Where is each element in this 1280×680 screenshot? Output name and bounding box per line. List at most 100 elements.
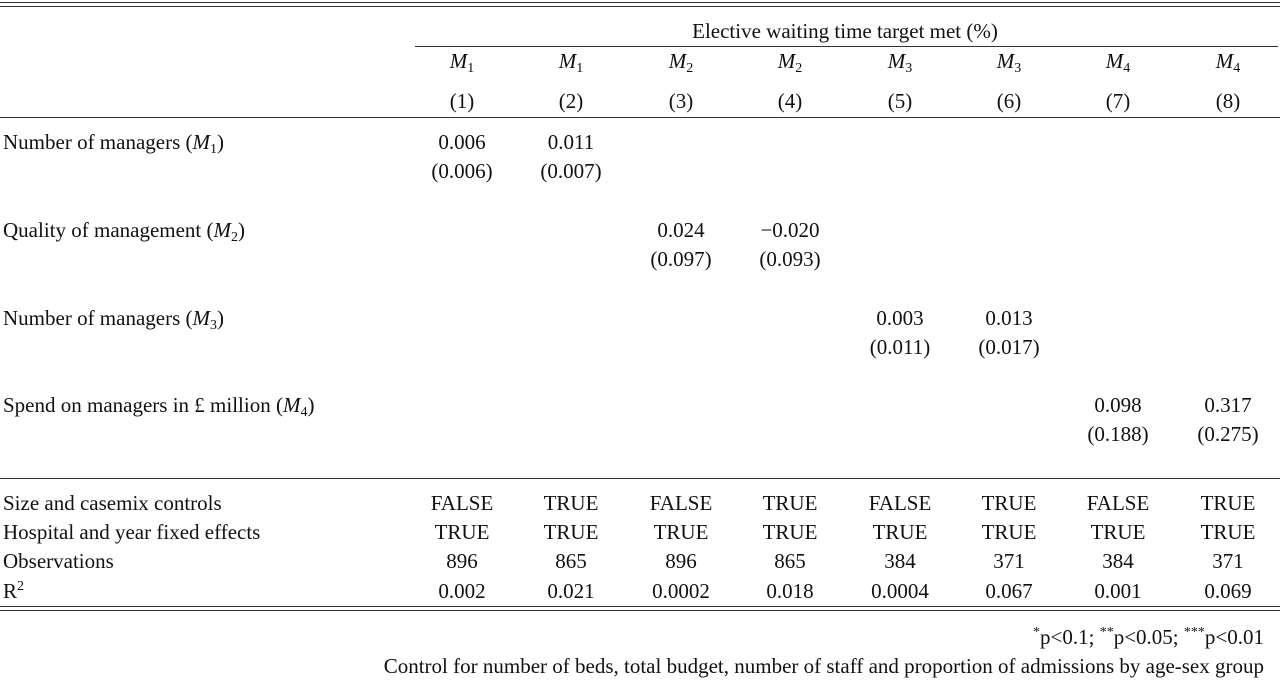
model-letter: M xyxy=(887,49,906,73)
label-text: Observations xyxy=(3,549,114,573)
variable-label: Quality of management (M2) xyxy=(3,218,246,245)
model-subscript: 1 xyxy=(467,61,475,76)
column-number: (8) xyxy=(1215,89,1241,113)
label-subscript: 3 xyxy=(210,318,218,333)
coefficient: 0.317 xyxy=(1204,393,1252,417)
column-number: (5) xyxy=(887,89,913,113)
stat-value: TRUE xyxy=(653,520,709,544)
coefficient: 0.003 xyxy=(876,306,924,330)
model-subscript: 4 xyxy=(1233,61,1241,76)
stat-value: TRUE xyxy=(543,520,599,544)
stat-value: 384 xyxy=(884,549,916,573)
label-subscript: 2 xyxy=(231,230,239,245)
standard-error: (0.275) xyxy=(1197,422,1259,446)
label-subscript: 4 xyxy=(300,405,308,420)
column-number: (3) xyxy=(668,89,694,113)
model-subscript: 4 xyxy=(1123,61,1131,76)
label-text: ) xyxy=(217,130,225,154)
standard-error: (0.007) xyxy=(540,159,602,183)
model-subscript: 1 xyxy=(576,61,584,76)
top-rule xyxy=(0,2,1280,3)
bottom-rule xyxy=(0,606,1280,607)
stat-value: TRUE xyxy=(1200,491,1256,515)
stat-value: TRUE xyxy=(1200,520,1256,544)
model-subscript: 3 xyxy=(1014,61,1022,76)
stat-value: 0.0002 xyxy=(652,579,710,603)
significance-note: *p<0.1; **p<0.05; ***p<0.01 xyxy=(1033,625,1264,649)
stat-label: Observations xyxy=(3,549,114,573)
model-letter: M xyxy=(777,49,796,73)
label-variable: M xyxy=(192,130,211,154)
stat-value: TRUE xyxy=(872,520,928,544)
model-letter: M xyxy=(449,49,468,73)
coefficient: 0.013 xyxy=(985,306,1033,330)
note-text: p<0.01 xyxy=(1204,625,1264,649)
model-letter: M xyxy=(1105,49,1124,73)
top-rule xyxy=(0,6,1280,7)
label-text: ) xyxy=(307,393,315,417)
model-subscript: 3 xyxy=(905,61,913,76)
label-text: Number of managers ( xyxy=(3,306,193,330)
note-text: p<0.1; xyxy=(1040,625,1095,649)
stat-value: 371 xyxy=(1212,549,1244,573)
stat-value: 896 xyxy=(665,549,697,573)
stat-value: 0.002 xyxy=(438,579,486,603)
label-text: Hospital and year fixed effects xyxy=(3,520,261,544)
controls-note: Control for number of beds, total budget… xyxy=(383,654,1264,678)
stat-value: FALSE xyxy=(430,491,494,515)
model-letter: M xyxy=(1215,49,1234,73)
label-text: R xyxy=(3,579,18,603)
model-label: M2 xyxy=(668,49,694,76)
model-letter: M xyxy=(558,49,577,73)
stat-value: 0.001 xyxy=(1094,579,1142,603)
label-text: ) xyxy=(217,306,225,330)
stars: * xyxy=(1033,625,1041,640)
model-letter: M xyxy=(996,49,1015,73)
variable-label: Number of managers (M3) xyxy=(3,306,225,333)
stat-value: 865 xyxy=(555,549,587,573)
column-number: (2) xyxy=(558,89,584,113)
model-subscript: 2 xyxy=(686,61,694,76)
label-superscript: 2 xyxy=(17,579,25,594)
coefficient: −0.020 xyxy=(760,218,820,242)
stats-rule xyxy=(0,478,1280,479)
model-label: M4 xyxy=(1215,49,1241,76)
stat-value: FALSE xyxy=(868,491,932,515)
column-number: (6) xyxy=(996,89,1022,113)
label-variable: M xyxy=(213,218,232,242)
standard-error: (0.093) xyxy=(759,247,821,271)
stat-value: FALSE xyxy=(649,491,713,515)
stat-value: TRUE xyxy=(543,491,599,515)
standard-error: (0.017) xyxy=(978,335,1040,359)
column-number: (4) xyxy=(777,89,803,113)
stat-value: TRUE xyxy=(981,520,1037,544)
label-variable: M xyxy=(282,393,301,417)
stat-value: 896 xyxy=(446,549,478,573)
stat-value: 0.0004 xyxy=(871,579,929,603)
model-letter: M xyxy=(668,49,687,73)
model-label: M3 xyxy=(996,49,1022,76)
standard-error: (0.011) xyxy=(869,335,931,359)
standard-error: (0.188) xyxy=(1087,422,1149,446)
column-number: (7) xyxy=(1105,89,1131,113)
bottom-rule xyxy=(0,610,1280,611)
label-text: Size and casemix controls xyxy=(3,491,222,515)
stat-value: 0.021 xyxy=(547,579,595,603)
stars: *** xyxy=(1183,625,1205,640)
label-subscript: 1 xyxy=(210,142,218,157)
label-text: ) xyxy=(238,218,246,242)
standard-error: (0.006) xyxy=(431,159,493,183)
note-text: p<0.05; xyxy=(1113,625,1179,649)
label-variable: M xyxy=(192,306,211,330)
model-label: M1 xyxy=(558,49,584,76)
coefficient: 0.006 xyxy=(438,130,486,154)
model-label: M2 xyxy=(777,49,803,76)
stat-value: 0.018 xyxy=(766,579,814,603)
variable-label: Spend on managers in £ million (M4) xyxy=(3,393,315,420)
standard-error: (0.097) xyxy=(650,247,712,271)
coefficient: 0.098 xyxy=(1094,393,1142,417)
stat-value: TRUE xyxy=(981,491,1037,515)
stars: ** xyxy=(1099,625,1114,640)
stat-value: TRUE xyxy=(434,520,490,544)
